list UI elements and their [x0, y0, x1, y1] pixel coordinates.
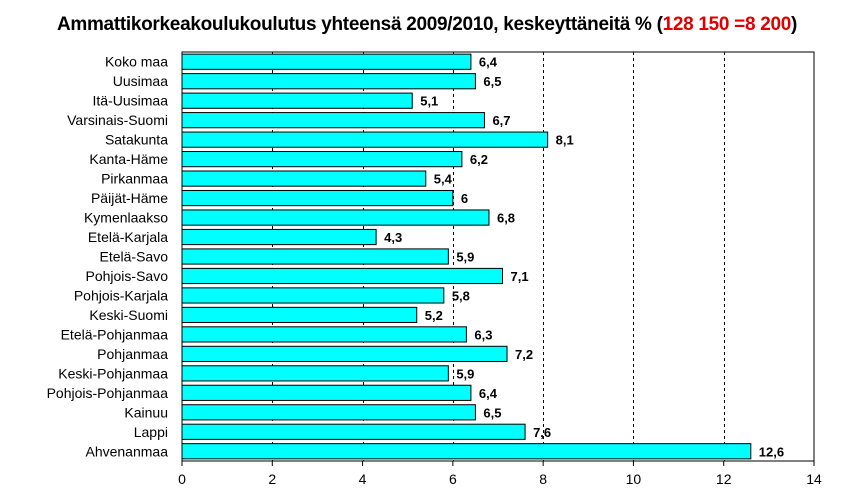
- value-labels: 6,4 6,5 5,1 6,7 8,1 6,2 5,4 6 6,8 4,3 5,9 7,1 5,8 5,2…: [384, 55, 784, 460]
- bar-10: [181, 248, 449, 265]
- x-tick-label: 2: [268, 471, 276, 487]
- bar-13: [181, 306, 418, 324]
- category-label: Pohjois-Pohjanmaa: [47, 385, 169, 401]
- category-label: Pirkanmaa: [101, 171, 168, 187]
- category-label: Pohjois-Savo: [86, 268, 169, 284]
- bar-0: [181, 53, 472, 70]
- value-label: 5,9: [456, 366, 474, 381]
- value-label: 6,4: [479, 386, 498, 401]
- bar-14: [181, 326, 467, 343]
- bar-9: [181, 228, 377, 246]
- category-label: Keski-Pohjanmaa: [58, 365, 168, 381]
- value-label: 5,2: [425, 308, 443, 323]
- bars: [181, 53, 752, 460]
- x-tick-label: 8: [539, 471, 547, 487]
- category-label: Itä-Uusimaa: [93, 93, 169, 109]
- category-label: Etelä-Karjala: [88, 229, 168, 245]
- bar-17: [181, 384, 472, 401]
- category-label: Varsinais-Suomi: [67, 112, 168, 128]
- x-tick-label: 10: [626, 471, 642, 487]
- chart-title-suffix: ): [791, 14, 798, 35]
- value-label: 6,2: [470, 152, 488, 167]
- bar-3: [181, 112, 485, 129]
- value-label: 8,1: [556, 133, 574, 148]
- bar-20: [181, 443, 752, 460]
- category-label: Lappi: [134, 424, 168, 440]
- bar-19: [181, 423, 526, 440]
- value-label: 6,4: [479, 55, 498, 70]
- x-tick-label: 4: [359, 471, 367, 487]
- category-label: Uusimaa: [113, 73, 168, 89]
- chart-title-highlight: 128 150 =8 200: [662, 14, 792, 35]
- bar-1: [181, 73, 476, 90]
- value-label: 4,3: [384, 230, 402, 245]
- value-label: 6: [461, 191, 468, 206]
- chart-title: Ammattikorkeakoulukoulutus yhteensä 2009…: [0, 14, 854, 36]
- bar-16: [181, 365, 449, 382]
- category-label: Etelä-Pohjanmaa: [61, 326, 169, 342]
- bar-18: [181, 404, 476, 421]
- chart-title-text: Ammattikorkeakoulukoulutus yhteensä 2009…: [56, 14, 663, 35]
- category-label: Keski-Suomi: [89, 307, 168, 323]
- category-label: Kymenlaakso: [84, 210, 168, 226]
- value-label: 5,4: [434, 172, 453, 187]
- value-label: 6,8: [497, 211, 515, 226]
- category-label: Koko maa: [105, 54, 168, 70]
- bar-2: [181, 92, 413, 109]
- bar-12: [181, 287, 445, 304]
- value-label: 5,8: [452, 288, 470, 303]
- bar-6: [181, 170, 427, 187]
- value-label: 6,5: [483, 74, 501, 89]
- category-label: Ahvenanmaa: [85, 443, 168, 459]
- x-tick-label: 14: [806, 471, 822, 487]
- value-label: 7,2: [515, 347, 533, 362]
- value-label: 6,7: [492, 113, 510, 128]
- bar-4: [181, 131, 549, 148]
- value-label: 5,9: [456, 250, 474, 265]
- x-tick-label: 0: [178, 471, 186, 487]
- value-label: 7,6: [533, 425, 551, 440]
- bar-8: [181, 209, 490, 226]
- category-label: Päijät-Häme: [91, 190, 168, 206]
- category-label: Kanta-Häme: [89, 151, 168, 167]
- bar-7: [181, 189, 454, 207]
- x-tick-label: 12: [716, 471, 732, 487]
- bar-15: [181, 345, 508, 362]
- value-label: 7,1: [511, 269, 529, 284]
- x-axis-ticks: 0 2 4 6 8 10 12 14: [178, 461, 822, 487]
- category-label: Kainuu: [124, 404, 168, 420]
- value-label: 12,6: [759, 444, 784, 459]
- bar-11: [181, 267, 504, 285]
- value-label: 5,1: [420, 94, 438, 109]
- category-labels: Koko maa Uusimaa Itä-Uusimaa Varsinais-Suom…: [47, 54, 169, 460]
- x-tick-label: 6: [449, 471, 457, 487]
- value-label: 6,5: [483, 405, 501, 420]
- category-label: Satakunta: [105, 132, 168, 148]
- category-label: Pohjanmaa: [97, 346, 168, 362]
- category-label: Etelä-Savo: [100, 249, 169, 265]
- bar-5: [181, 151, 463, 168]
- category-label: Pohjois-Karjala: [74, 287, 168, 303]
- value-label: 6,3: [474, 327, 492, 342]
